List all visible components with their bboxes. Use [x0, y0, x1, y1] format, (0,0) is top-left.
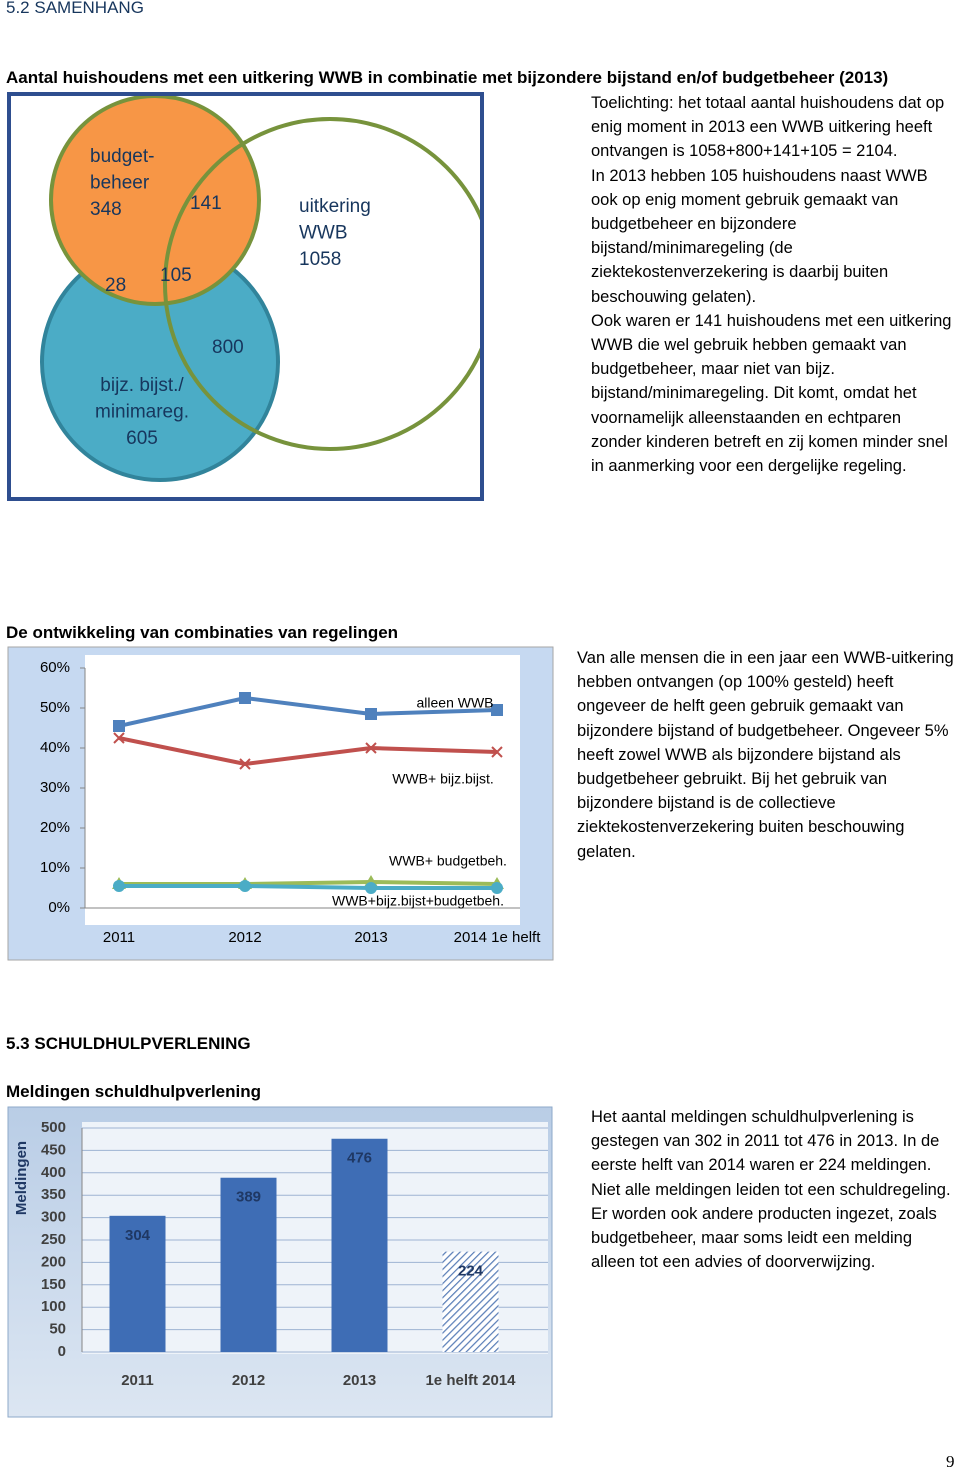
x-tick-label: 1e helft 2014: [425, 1372, 516, 1389]
venn-label: uitkering: [299, 196, 371, 217]
x-tick-label: 2011: [103, 929, 135, 946]
paragraph: Toelichting: het totaal aantal huishoude…: [591, 94, 945, 161]
y-tick-label: 0%: [48, 899, 70, 916]
series-line: [119, 879, 498, 886]
marker: [239, 758, 251, 770]
venn-circle: [49, 95, 261, 306]
y-tick-label: 350: [41, 1186, 66, 1203]
x-tick-label: 2012: [232, 1372, 265, 1389]
venn-label: minimareg.: [95, 402, 189, 423]
y-tick-label: 40%: [40, 739, 70, 756]
marker: [365, 708, 377, 720]
bar: [442, 1251, 499, 1352]
marker: [239, 692, 251, 704]
paragraph-block: Van alle mensen die in een jaar een WWB-…: [577, 646, 957, 864]
marker: [491, 746, 503, 758]
marker: [113, 880, 125, 892]
series-label: WWB+bijz.bijst+budgetbeh.: [332, 893, 504, 909]
venn-label: beheer: [90, 173, 150, 194]
y-tick-label: 150: [41, 1276, 66, 1293]
series-label: WWB+ bijz.bijst.: [392, 771, 494, 787]
x-tick-label: 2012: [228, 929, 261, 946]
y-tick-label: 50%: [40, 699, 70, 716]
y-tick-label: 200: [41, 1253, 66, 1270]
paragraph: Van alle mensen die in een jaar een WWB-…: [577, 649, 954, 861]
venn-label: budget-: [90, 146, 154, 167]
figure-title: Meldingen schuldhulpverlening: [6, 1082, 262, 1101]
marker: [113, 732, 125, 744]
venn-diagram: [40, 95, 481, 482]
series-line: [118, 695, 498, 728]
axis-title: Meldingen: [13, 1141, 30, 1215]
value-label: 224: [458, 1263, 484, 1280]
y-tick-label: 450: [41, 1141, 66, 1158]
value-label: 304: [125, 1227, 151, 1244]
y-tick-label: 0: [58, 1343, 66, 1360]
figure-title: De ontwikkeling van combinaties van rege…: [6, 623, 399, 642]
paragraph-block: Toelichting: het totaal aantal huishoude…: [591, 91, 953, 478]
venn-label: 605: [126, 428, 158, 449]
venn-label: WWB: [299, 223, 348, 244]
x-tick-label: 2013: [343, 1372, 376, 1389]
venn-label: 105: [160, 265, 192, 286]
marker: [365, 742, 377, 754]
value-label: 476: [347, 1150, 372, 1167]
y-tick-label: 500: [41, 1119, 66, 1136]
marker: [113, 720, 125, 732]
figure-title: Aantal huishoudens met een uitkering WWB…: [6, 68, 889, 87]
y-tick-label: 400: [41, 1164, 66, 1181]
plot-area: [85, 655, 520, 925]
marker: [491, 704, 503, 716]
series-line: [118, 736, 498, 767]
paragraph-block: Het aantal meldingen schuldhulpverlening…: [591, 1105, 959, 1274]
y-tick-label: 20%: [40, 819, 70, 836]
x-tick-label: 2011: [121, 1372, 154, 1389]
marker: [491, 882, 503, 894]
series-label: WWB+ budgetbeh.: [389, 853, 507, 869]
paragraph: In 2013 hebben 105 huishoudens naast WWB…: [591, 166, 928, 306]
venn-label: 28: [105, 275, 126, 296]
venn-label: 1058: [299, 249, 341, 270]
y-tick-label: 250: [41, 1231, 66, 1248]
paragraph: Het aantal meldingen schuldhulpverlening…: [591, 1108, 951, 1272]
x-tick-label: 2014 1e helft: [454, 929, 542, 946]
section-heading: 5.2 SAMENHANG: [6, 0, 144, 17]
bar: [331, 1138, 388, 1352]
marker: [239, 880, 251, 892]
y-tick-label: 300: [41, 1209, 66, 1226]
venn-circle: [163, 117, 481, 451]
page-number: 9: [946, 1452, 955, 1471]
venn-label: 141: [190, 193, 222, 214]
venn-label: bijz. bijst./: [100, 375, 184, 396]
paragraph: Ook waren er 141 huishoudens met een uit…: [591, 311, 952, 476]
series-line: [119, 884, 497, 890]
y-tick-label: 10%: [40, 859, 70, 876]
y-tick-label: 50: [49, 1321, 66, 1338]
y-tick-label: 60%: [40, 659, 70, 676]
marker: [365, 882, 377, 894]
venn-frame: [7, 92, 484, 501]
venn-label: 348: [90, 199, 122, 220]
section-heading: 5.3 SCHULDHULPVERLENING: [6, 1034, 251, 1053]
venn-label: 800: [212, 337, 244, 358]
y-tick-label: 100: [41, 1298, 66, 1315]
x-tick-label: 2013: [354, 929, 387, 946]
bar: [109, 1215, 166, 1352]
series-label: alleen WWB: [416, 695, 493, 711]
y-tick-label: 30%: [40, 779, 70, 796]
bar: [220, 1177, 277, 1352]
value-label: 389: [236, 1189, 261, 1206]
